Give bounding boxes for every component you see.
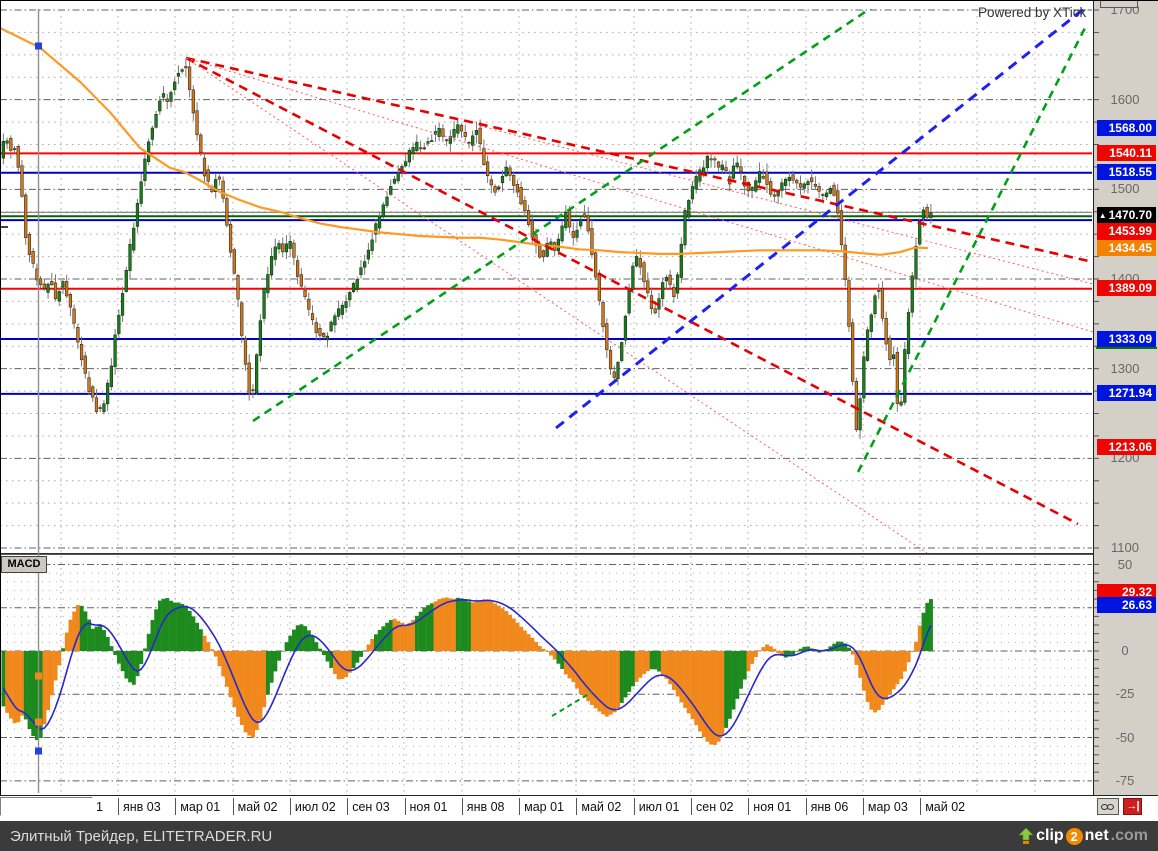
axis-label: 1100 [1111,540,1139,555]
badge-underline [1096,347,1157,349]
axis-corner-box [1100,0,1138,8]
price-badge: 1389.09 [1097,280,1156,296]
price-badge-value: 1434.45 [1108,241,1152,255]
axis-label: 0 [1121,643,1129,658]
time-label: янв 08 [466,800,505,814]
time-label: мар 03 [867,800,908,814]
panel-separator [0,553,1093,555]
time-label: июл 01 [638,800,680,814]
time-tick [175,798,177,815]
price-badge-value: 1453.99 [1108,224,1152,238]
clip2net-arrow-icon [1018,827,1034,844]
price-badge-value: 26.63 [1121,598,1152,612]
macd-label[interactable]: MACD [1,556,47,573]
time-label-partial: 1 [96,800,103,814]
axis-label: 50 [1117,557,1133,572]
price-badge-value: 1333.09 [1108,332,1152,346]
time-tick [862,798,864,815]
logo-clip: clip [1036,827,1064,844]
price-badge-value: 1540.11 [1109,146,1152,160]
time-tick [404,798,406,815]
price-badge-value: 1470.70 [1108,208,1152,222]
site-title: Элитный Трейдер, ELITETRADER.RU [10,827,273,845]
macd-label-text: MACD [7,558,41,570]
time-tick [461,798,463,815]
axis-label: 1600 [1110,92,1140,107]
price-badge-value: 1518.55 [1108,165,1152,179]
time-tick [347,798,349,815]
go-to-end-icon[interactable]: →| [1123,798,1142,815]
h-scrollbar[interactable] [0,797,93,816]
price-badge: 1213.06 [1097,439,1156,455]
price-badge: 1518.55 [1097,164,1156,180]
time-label: ноя 01 [753,800,792,814]
last-price-arrow-icon: ▲ [1098,210,1107,220]
price-badge: ▲ 1470.70 [1097,207,1156,223]
price-badge: 29.32 [1097,584,1156,600]
chart-canvas[interactable] [0,0,1158,795]
time-label: май 02 [925,800,966,814]
logo-net: net [1084,827,1109,844]
trendlines [185,9,1093,717]
time-label: июл 02 [294,800,336,814]
logo-com: .com [1110,827,1148,844]
time-label: сен 03 [352,800,390,814]
footer-bar: Элитный Трейдер, ELITETRADER.RU clip 2 net… [0,821,1158,851]
time-label: сен 02 [696,800,734,814]
time-axis: 1 янв 03 мар 01 май 02 июл 02 сен 03 ноя 01 ян… [0,795,1158,821]
price-badge-value: 1389.09 [1108,281,1152,295]
logo-two: 2 [1065,827,1083,845]
time-label: мар 01 [180,800,221,814]
axis-label: -75 [1115,773,1135,788]
time-tick [805,798,807,815]
time-tick [748,798,750,815]
time-tick [691,798,692,815]
time-label: май 02 [237,800,278,814]
time-tick [920,798,922,815]
price-badge-value: 1568.00 [1108,121,1152,135]
price-badge: 1540.11 [1097,145,1156,161]
axis-label: -25 [1115,686,1135,701]
time-label: ноя 01 [409,800,448,814]
axis-label: 1500 [1110,181,1140,196]
time-tick [576,798,578,815]
crosshair [35,9,42,793]
price-badge: 1333.09 [1097,331,1156,347]
link-icon[interactable] [1097,798,1119,815]
plot-background [0,0,1093,795]
price-badge-value: 1271.94 [1108,386,1152,400]
ma-line [0,26,929,256]
time-label: мар 01 [524,800,564,814]
price-badge: 26.63 [1097,597,1156,613]
axis-label: -50 [1115,730,1135,745]
price-badge: 1453.99 [1097,223,1156,239]
time-tick [289,798,291,815]
time-tick [519,798,521,815]
gridlines [0,9,1092,792]
window-top-border [0,0,1158,1]
macd-layer [1,597,933,745]
powered-by-label: Powered by XTick [978,5,1087,20]
price-badge-value: 1213.06 [1108,440,1152,454]
time-label: янв 03 [123,800,161,814]
price-badge-value: 29.32 [1121,585,1152,599]
time-tick [118,798,119,815]
time-label: янв 06 [810,800,849,814]
axis-label: 1300 [1110,361,1140,376]
clip2net-logo[interactable]: clip 2 net .com [1018,827,1148,845]
time-tick [232,798,234,815]
time-label: май 02 [581,800,622,814]
price-badge: 1434.45 [1097,240,1156,256]
price-badge: 1271.94 [1097,385,1156,401]
price-badge: 1568.00 [1097,120,1156,136]
axis-ticks [1094,9,1099,782]
time-tick [633,798,635,815]
